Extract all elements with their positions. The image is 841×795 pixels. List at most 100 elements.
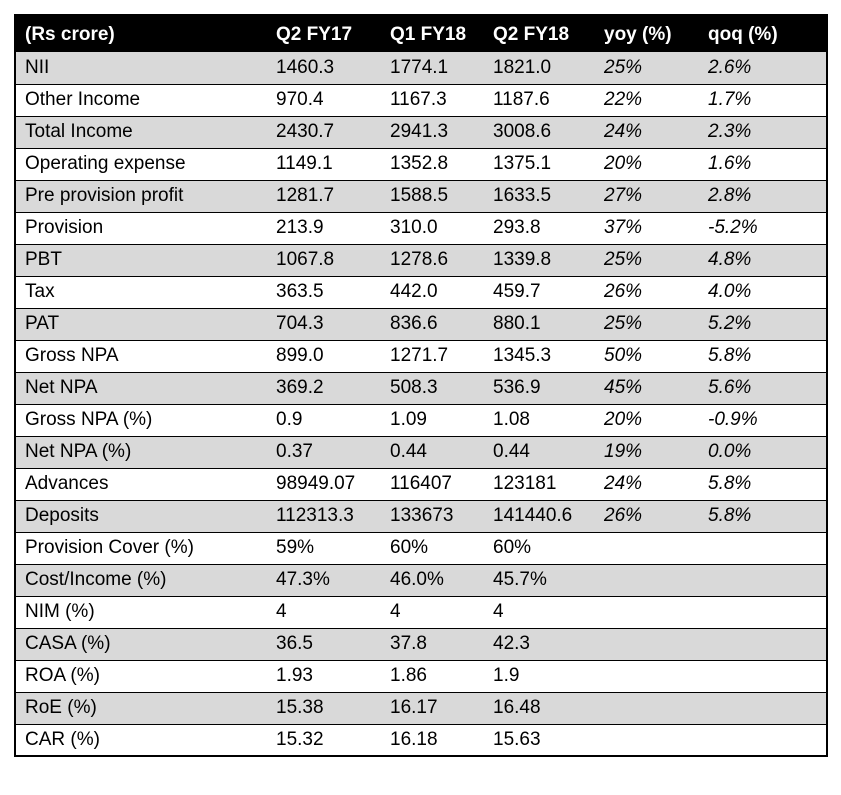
header-q2fy17: Q2 FY17	[267, 15, 381, 52]
cell-qoq	[699, 596, 827, 629]
cell-qoq	[699, 628, 827, 661]
cell-qoq: 5.8%	[699, 468, 827, 501]
row-label: Pre provision profit	[15, 180, 267, 213]
cell-q2fy18: 4	[484, 596, 595, 629]
cell-q2fy18: 1.08	[484, 404, 595, 437]
cell-q2fy17: 1281.7	[267, 180, 381, 213]
cell-q2fy17: 0.37	[267, 436, 381, 469]
table-row: Gross NPA (%) 0.9 1.09 1.08 20% -0.9%	[15, 404, 827, 437]
row-label: Tax	[15, 276, 267, 309]
cell-q1fy18: 0.44	[381, 436, 484, 469]
cell-q2fy17: 15.32	[267, 724, 381, 756]
cell-q1fy18: 508.3	[381, 372, 484, 405]
table-row: PAT 704.3 836.6 880.1 25% 5.2%	[15, 308, 827, 341]
cell-q1fy18: 1.09	[381, 404, 484, 437]
cell-yoy: 22%	[595, 84, 699, 117]
cell-q2fy18: 15.63	[484, 724, 595, 756]
row-label: Gross NPA	[15, 340, 267, 373]
table-row: Gross NPA 899.0 1271.7 1345.3 50% 5.8%	[15, 340, 827, 373]
cell-q1fy18: 1588.5	[381, 180, 484, 213]
cell-qoq: 4.8%	[699, 244, 827, 277]
cell-q1fy18: 442.0	[381, 276, 484, 309]
row-label: CASA (%)	[15, 628, 267, 661]
cell-yoy	[595, 596, 699, 629]
table-row: Net NPA (%) 0.37 0.44 0.44 19% 0.0%	[15, 436, 827, 469]
cell-yoy: 25%	[595, 244, 699, 277]
table-row: CAR (%) 15.32 16.18 15.63	[15, 724, 827, 756]
cell-q2fy17: 369.2	[267, 372, 381, 405]
cell-qoq: 5.8%	[699, 500, 827, 533]
cell-q1fy18: 836.6	[381, 308, 484, 341]
cell-qoq	[699, 532, 827, 565]
table-row: Advances 98949.07 116407 123181 24% 5.8%	[15, 468, 827, 501]
cell-yoy: 45%	[595, 372, 699, 405]
table-row: RoE (%) 15.38 16.17 16.48	[15, 692, 827, 725]
cell-qoq: 0.0%	[699, 436, 827, 469]
cell-q2fy18: 123181	[484, 468, 595, 501]
table-row: Deposits 112313.3 133673 141440.6 26% 5.8%	[15, 500, 827, 533]
cell-qoq: 2.8%	[699, 180, 827, 213]
cell-q1fy18: 1774.1	[381, 52, 484, 85]
cell-qoq: 1.7%	[699, 84, 827, 117]
cell-q2fy17: 15.38	[267, 692, 381, 725]
financial-results-table: (Rs crore) Q2 FY17 Q1 FY18 Q2 FY18 yoy (…	[14, 14, 828, 757]
cell-q2fy17: 899.0	[267, 340, 381, 373]
cell-q2fy17: 1067.8	[267, 244, 381, 277]
table-row: NIM (%) 4 4 4	[15, 596, 827, 629]
cell-q2fy17: 1460.3	[267, 52, 381, 85]
table-row: Other Income 970.4 1167.3 1187.6 22% 1.7%	[15, 84, 827, 117]
row-label: Advances	[15, 468, 267, 501]
cell-q1fy18: 1167.3	[381, 84, 484, 117]
cell-qoq: -5.2%	[699, 212, 827, 245]
table-row: Provision 213.9 310.0 293.8 37% -5.2%	[15, 212, 827, 245]
cell-q2fy18: 1345.3	[484, 340, 595, 373]
cell-q2fy17: 1149.1	[267, 148, 381, 181]
row-label: ROA (%)	[15, 660, 267, 693]
cell-q2fy18: 42.3	[484, 628, 595, 661]
table-row: Provision Cover (%) 59% 60% 60%	[15, 532, 827, 565]
cell-qoq: 5.6%	[699, 372, 827, 405]
cell-q1fy18: 2941.3	[381, 116, 484, 149]
table-row: ROA (%) 1.93 1.86 1.9	[15, 660, 827, 693]
cell-q2fy18: 293.8	[484, 212, 595, 245]
cell-yoy: 27%	[595, 180, 699, 213]
table-row: Tax 363.5 442.0 459.7 26% 4.0%	[15, 276, 827, 309]
cell-q2fy18: 1187.6	[484, 84, 595, 117]
cell-yoy: 24%	[595, 468, 699, 501]
cell-yoy: 26%	[595, 276, 699, 309]
cell-q2fy17: 4	[267, 596, 381, 629]
cell-q2fy18: 3008.6	[484, 116, 595, 149]
row-label: Provision	[15, 212, 267, 245]
cell-q2fy18: 141440.6	[484, 500, 595, 533]
cell-qoq: 1.6%	[699, 148, 827, 181]
cell-q2fy18: 1633.5	[484, 180, 595, 213]
table-body: NII 1460.3 1774.1 1821.0 25% 2.6% Other Income…	[15, 52, 827, 756]
cell-q1fy18: 116407	[381, 468, 484, 501]
cell-qoq: 2.3%	[699, 116, 827, 149]
cell-q2fy17: 47.3%	[267, 564, 381, 597]
cell-q2fy17: 363.5	[267, 276, 381, 309]
cell-yoy: 25%	[595, 52, 699, 85]
cell-q2fy17: 704.3	[267, 308, 381, 341]
row-label: Other Income	[15, 84, 267, 117]
table-row: Total Income 2430.7 2941.3 3008.6 24% 2.3%	[15, 116, 827, 149]
table-row: CASA (%) 36.5 37.8 42.3	[15, 628, 827, 661]
cell-yoy: 26%	[595, 500, 699, 533]
cell-q2fy17: 1.93	[267, 660, 381, 693]
cell-qoq	[699, 692, 827, 725]
header-units: (Rs crore)	[15, 15, 267, 52]
table-row: Cost/Income (%) 47.3% 46.0% 45.7%	[15, 564, 827, 597]
cell-q2fy17: 970.4	[267, 84, 381, 117]
cell-yoy: 37%	[595, 212, 699, 245]
header-q1fy18: Q1 FY18	[381, 15, 484, 52]
header-row: (Rs crore) Q2 FY17 Q1 FY18 Q2 FY18 yoy (…	[15, 15, 827, 52]
cell-q1fy18: 1352.8	[381, 148, 484, 181]
cell-q1fy18: 16.17	[381, 692, 484, 725]
cell-qoq: -0.9%	[699, 404, 827, 437]
header-qoq: qoq (%)	[699, 15, 827, 52]
cell-yoy: 20%	[595, 404, 699, 437]
table-header: (Rs crore) Q2 FY17 Q1 FY18 Q2 FY18 yoy (…	[15, 15, 827, 52]
cell-yoy: 20%	[595, 148, 699, 181]
cell-qoq: 5.2%	[699, 308, 827, 341]
row-label: Cost/Income (%)	[15, 564, 267, 597]
